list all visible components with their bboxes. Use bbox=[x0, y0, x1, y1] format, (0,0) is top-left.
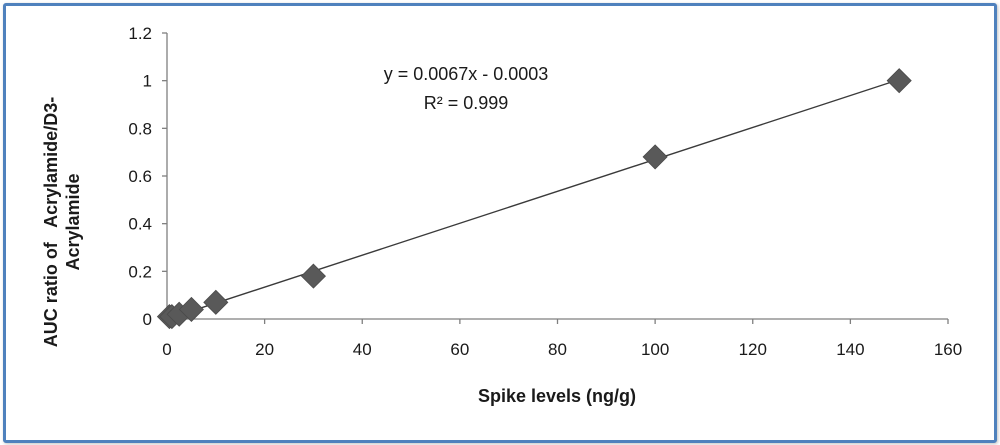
x-tick-label: 140 bbox=[836, 340, 864, 359]
y-tick-label: 1 bbox=[143, 72, 152, 91]
x-tick-label: 100 bbox=[641, 340, 669, 359]
x-tick-label: 40 bbox=[353, 340, 372, 359]
r-squared-annotation: R² = 0.999 bbox=[424, 93, 509, 113]
x-tick-labels: 0 20 40 60 80 100 120 140 160 bbox=[162, 340, 962, 359]
x-tick-label: 120 bbox=[739, 340, 767, 359]
x-tick-label: 20 bbox=[255, 340, 274, 359]
data-points bbox=[156, 68, 912, 330]
data-point-diamond bbox=[203, 289, 229, 315]
data-point-diamond bbox=[300, 263, 327, 289]
x-tick-label: 0 bbox=[162, 340, 171, 359]
y-tick-label: 0.2 bbox=[128, 262, 152, 281]
y-axis-title-line-2: Acrylamide bbox=[63, 173, 83, 270]
x-tick-label: 80 bbox=[548, 340, 567, 359]
x-tick-label: 60 bbox=[450, 340, 469, 359]
x-tick-label: 160 bbox=[934, 340, 962, 359]
data-point-diamond bbox=[642, 144, 668, 170]
trendline bbox=[171, 78, 900, 319]
y-tick-label: 0.4 bbox=[128, 215, 152, 234]
x-axis-title: Spike levels (ng/g) bbox=[478, 386, 636, 406]
axes bbox=[162, 32, 949, 324]
y-tick-label: 0 bbox=[143, 310, 152, 329]
chart-frame bbox=[3, 3, 997, 443]
y-axis-title-line-1: AUC ratio of Acrylamide/D3- bbox=[41, 97, 61, 347]
y-tick-label: 1.2 bbox=[128, 24, 152, 43]
y-tick-labels: 0 0.2 0.4 0.6 0.8 1 1.2 bbox=[128, 24, 152, 329]
y-tick-label: 0.6 bbox=[128, 167, 152, 186]
data-point-diamond bbox=[178, 296, 204, 323]
y-axis-title: AUC ratio of Acrylamide/D3- Acrylamide bbox=[41, 97, 83, 347]
equation-annotation: y = 0.0067x - 0.0003 bbox=[384, 64, 549, 84]
y-tick-label: 0.8 bbox=[128, 119, 152, 138]
trendline-group bbox=[171, 78, 900, 319]
data-point-diamond bbox=[886, 68, 912, 94]
